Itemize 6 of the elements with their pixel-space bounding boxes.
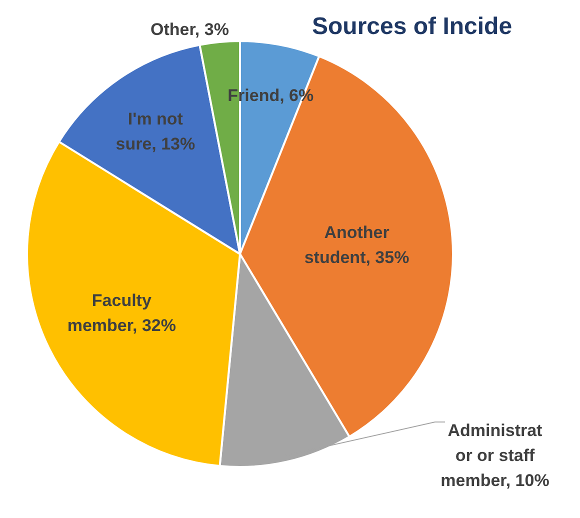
slice-label: Other, 3% (150, 20, 229, 38)
slice-label: Another student, 35% (304, 222, 410, 267)
slice-label: I'm not sure, 13% (116, 109, 196, 154)
slice-label: Administrator or staff member, 10% (440, 420, 550, 490)
slice-label: Faculty member, 32% (67, 290, 176, 335)
chart-title: Sources of Incide (312, 13, 512, 40)
